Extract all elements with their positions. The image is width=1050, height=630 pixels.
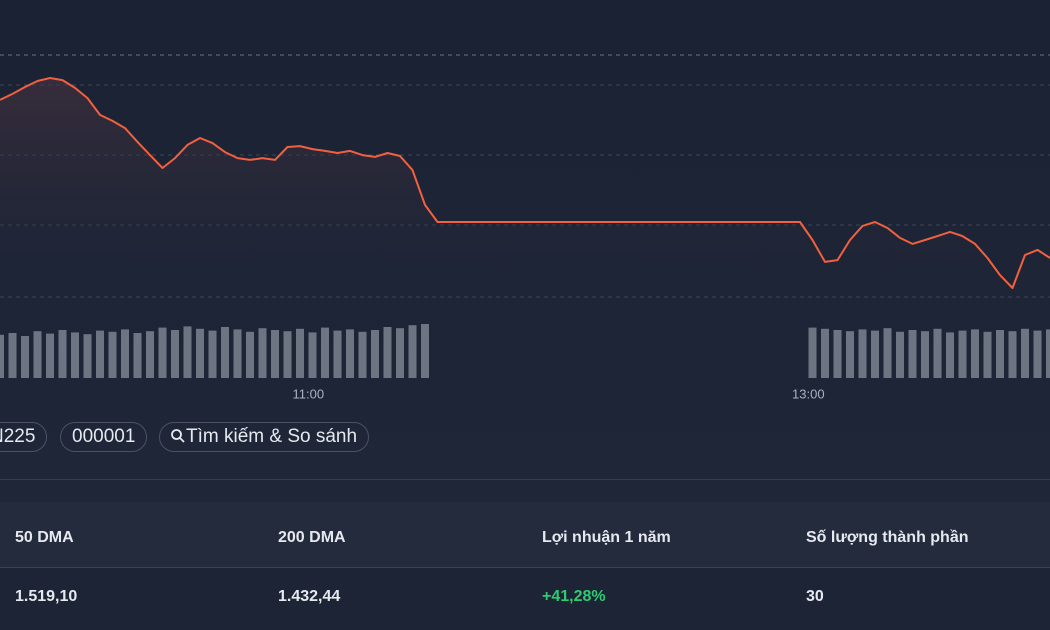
volume-bar [183, 326, 192, 378]
volume-bar [208, 330, 217, 378]
volume-bar [946, 332, 954, 378]
volume-bar [196, 328, 204, 378]
header-cell: 200 DMA [278, 529, 346, 546]
volume-bar [1021, 328, 1029, 378]
volume-bar [371, 330, 379, 378]
search-icon [171, 429, 185, 443]
volume-bar [958, 330, 967, 378]
volume-bar [158, 327, 167, 378]
volume-bar [833, 330, 842, 378]
compare-button[interactable]: 000001 [60, 422, 148, 452]
volume-bar [933, 328, 942, 378]
volume-bar [908, 330, 917, 378]
search-button[interactable]: Tìm kiếm & So sánh [159, 422, 370, 452]
volume-bar [421, 324, 429, 378]
volume-bar [121, 329, 129, 378]
volume-bar [858, 329, 867, 378]
volume-bar [821, 328, 829, 378]
volume-bar [408, 325, 417, 378]
volume-bar [871, 330, 879, 378]
volume-bar [983, 331, 992, 378]
volume-bar [283, 331, 292, 378]
volume-bar [1046, 329, 1050, 378]
volume-bar [246, 331, 254, 378]
volume-bar [33, 331, 42, 378]
x-tick-label: 11:00 [293, 386, 325, 401]
volume-bar [346, 329, 354, 378]
volume-bar [921, 331, 929, 378]
volume-bar [996, 330, 1004, 378]
chart: 11:00 13:00 [0, 54, 1050, 401]
volume-bar [1008, 331, 1017, 378]
cell: +41,28% [542, 588, 606, 605]
volume-bar [321, 327, 329, 378]
volume-bar [1033, 330, 1042, 378]
volume-bar [333, 330, 342, 378]
header-cell: 50 DMA [15, 529, 74, 546]
volume-bar [0, 334, 4, 378]
volume-bar [846, 331, 854, 378]
volume-bar [883, 328, 892, 378]
price-line [0, 77, 1050, 289]
volume-bar [271, 330, 279, 378]
volume-bar [46, 333, 54, 378]
compare-button[interactable]: N225 [0, 422, 48, 452]
volume-bar [358, 331, 367, 378]
volume-bar [171, 330, 179, 378]
volume-bar [396, 328, 404, 378]
search-label: Tìm kiếm & So sánh [186, 426, 358, 447]
x-tick-label: 13:00 [792, 386, 825, 401]
volume-bar [21, 336, 29, 378]
volume-bar [258, 328, 267, 378]
volume-bar [146, 331, 154, 378]
cell: 1.519,10 [15, 588, 78, 605]
volume-bar [8, 333, 17, 378]
volume-bar [896, 331, 904, 378]
cell: 1.432,44 [278, 588, 341, 605]
cell: 30 [806, 588, 824, 605]
volume-bar [96, 330, 104, 378]
volume-bar [221, 327, 229, 378]
volume-bar [83, 334, 92, 378]
volume-bar [308, 332, 317, 378]
header-cell: Lợi nhuận 1 năm [542, 529, 671, 546]
volume-bar [383, 327, 392, 378]
table-header: 50 DMA 200 DMA Lợi nhuận 1 năm Số lượng … [0, 502, 1050, 568]
volume-bar [133, 333, 142, 378]
volume-bar [58, 330, 67, 378]
volume-bar [971, 329, 979, 378]
separator [0, 479, 1050, 480]
volume-bar [808, 327, 817, 378]
table-row: 1.519,10 1.432,44 +41,28% 30 [0, 568, 1050, 630]
header-cell: Số lượng thành phần [806, 529, 969, 546]
area [0, 78, 1050, 330]
volume-bar [71, 332, 79, 378]
volume-bar [233, 329, 242, 378]
volume-bar [108, 331, 117, 378]
volume-bar [296, 328, 304, 378]
